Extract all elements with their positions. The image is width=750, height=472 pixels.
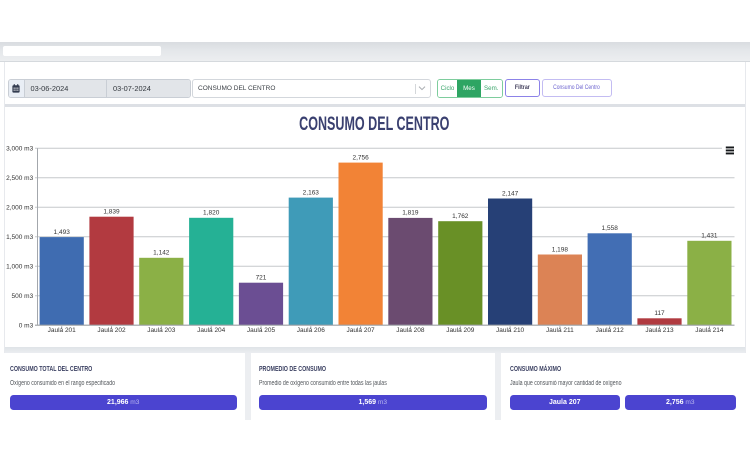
svg-text:Jaulá 213: Jaulá 213	[645, 327, 674, 334]
svg-text:0 m3: 0 m3	[19, 323, 34, 330]
svg-text:Jaulá 202: Jaulá 202	[97, 327, 126, 334]
svg-text:1,820: 1,820	[203, 210, 220, 217]
svg-text:1,142: 1,142	[153, 250, 170, 257]
svg-text:117: 117	[654, 310, 665, 317]
svg-text:Jaulá 208: Jaulá 208	[396, 327, 425, 334]
svg-text:Jaulá 210: Jaulá 210	[496, 327, 525, 334]
svg-text:1,839: 1,839	[103, 209, 120, 216]
svg-text:Jaulá 201: Jaulá 201	[48, 327, 77, 334]
svg-text:Jaulá 207: Jaulá 207	[346, 327, 375, 334]
svg-text:1,819: 1,819	[402, 210, 419, 217]
svg-text:1,558: 1,558	[602, 225, 619, 232]
svg-text:1,762: 1,762	[452, 213, 469, 220]
svg-text:1,493: 1,493	[54, 229, 71, 236]
svg-text:2,147: 2,147	[502, 190, 519, 197]
svg-text:1,500 m3: 1,500 m3	[6, 234, 33, 241]
svg-text:Jaulá 214: Jaulá 214	[695, 327, 724, 334]
svg-text:500 m3: 500 m3	[12, 293, 34, 300]
svg-text:1,431: 1,431	[701, 233, 718, 240]
svg-text:Jaulá 212: Jaulá 212	[596, 327, 625, 334]
svg-text:2,756: 2,756	[352, 154, 369, 161]
svg-text:3,000 m3: 3,000 m3	[6, 146, 33, 153]
svg-text:Jaulá 209: Jaulá 209	[446, 327, 475, 334]
svg-text:Jaulá 204: Jaulá 204	[197, 327, 226, 334]
svg-text:721: 721	[256, 275, 267, 282]
svg-text:Jaulá 206: Jaulá 206	[297, 327, 326, 334]
svg-text:2,163: 2,163	[303, 189, 320, 196]
svg-text:Jaulá 211: Jaulá 211	[546, 327, 574, 334]
svg-text:Jaulá 203: Jaulá 203	[147, 327, 176, 334]
svg-text:1,198: 1,198	[552, 246, 569, 253]
svg-text:Jaulá 205: Jaulá 205	[247, 327, 276, 334]
svg-text:1,000 m3: 1,000 m3	[6, 264, 33, 271]
svg-text:2,500 m3: 2,500 m3	[6, 175, 33, 182]
svg-text:2,000 m3: 2,000 m3	[6, 205, 33, 212]
